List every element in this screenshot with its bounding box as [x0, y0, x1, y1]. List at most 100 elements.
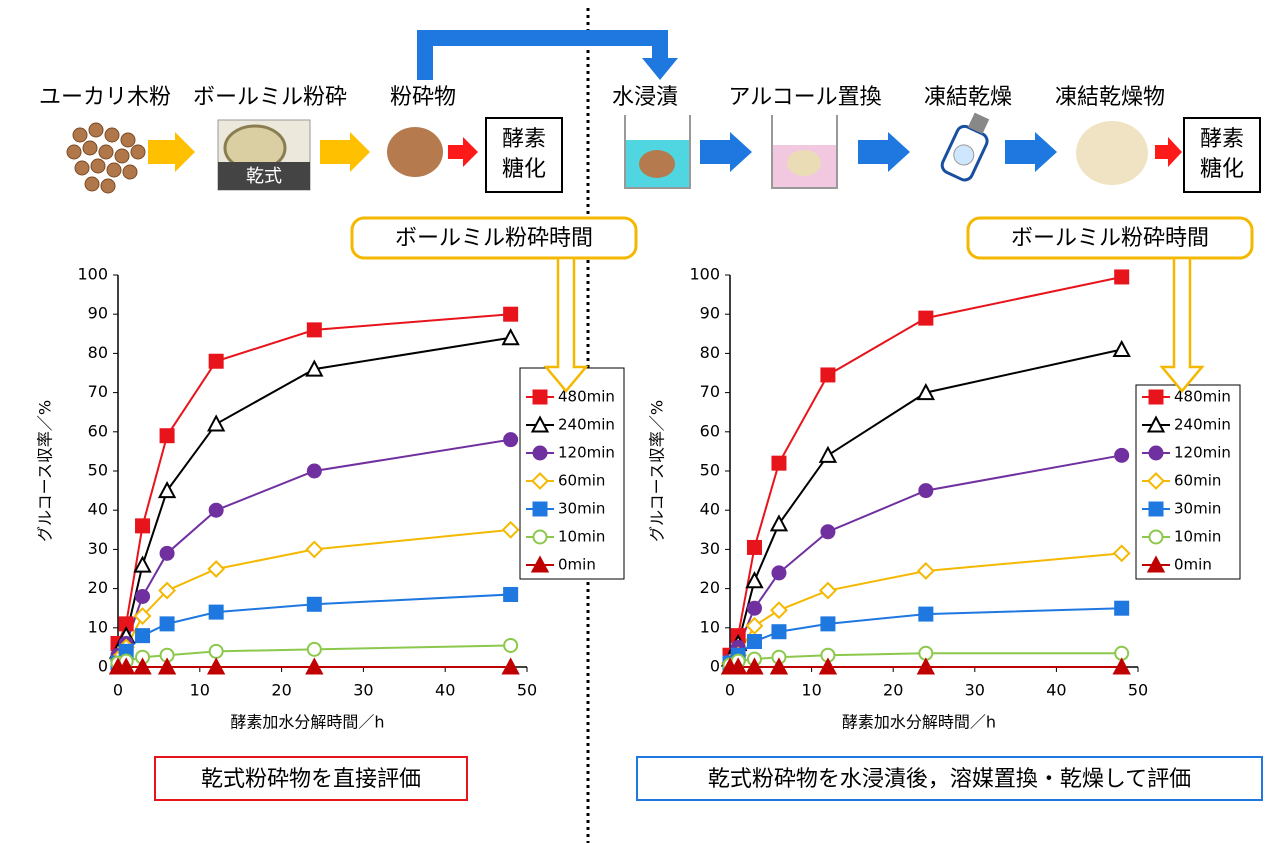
beaker — [624, 115, 691, 189]
marker — [820, 367, 836, 383]
marker — [918, 310, 934, 326]
marker — [530, 415, 550, 433]
legend-label: 30min — [1174, 500, 1221, 518]
arrow — [700, 132, 752, 172]
x-tick-label: 10 — [190, 681, 210, 700]
marker — [306, 322, 322, 338]
marker — [745, 571, 764, 589]
y-axis-label: グルコース収率／% — [648, 400, 667, 542]
sample — [787, 150, 821, 176]
saccharification-box — [485, 117, 563, 193]
y-tick-label: 0 — [98, 657, 108, 676]
annotation: ボールミル粉砕時間 — [1011, 226, 1209, 251]
marker — [305, 657, 324, 675]
y-tick-label: 100 — [689, 265, 720, 284]
beaker — [771, 115, 838, 189]
marker — [532, 445, 548, 461]
step-label: ボールミル粉砕 — [193, 85, 347, 110]
marker — [208, 643, 224, 659]
marker — [1114, 600, 1130, 616]
marker — [135, 628, 151, 644]
arrow — [320, 132, 370, 172]
marker — [918, 483, 934, 499]
bracket-head — [642, 58, 678, 80]
y-tick-label: 40 — [700, 500, 720, 519]
y-tick-label: 90 — [700, 304, 720, 323]
wood-powder — [66, 122, 146, 194]
caption: 乾式粉砕物を水浸漬後，溶媒置換・乾燥して評価 — [708, 767, 1191, 792]
marker — [206, 657, 226, 675]
legend-label: 30min — [558, 500, 605, 518]
y-tick-label: 80 — [700, 343, 720, 362]
marker — [530, 555, 550, 573]
marker — [305, 540, 324, 559]
marker — [728, 657, 748, 675]
legend-label: 60min — [558, 472, 605, 490]
marker — [306, 641, 322, 657]
milled-powder — [387, 127, 443, 177]
arrow — [858, 132, 910, 172]
marker — [208, 353, 224, 369]
y-axis-label: グルコース収率／% — [36, 400, 55, 542]
x-tick-label: 40 — [1046, 681, 1066, 700]
x-tick-label: 30 — [965, 681, 985, 700]
arrow — [1155, 137, 1182, 167]
marker — [746, 539, 762, 555]
marker — [135, 518, 151, 534]
annotation-arrow — [1159, 256, 1205, 393]
marker — [916, 382, 936, 401]
y-tick-label: 40 — [88, 500, 108, 519]
step-label: ユーカリ木粉 — [39, 85, 171, 110]
y-tick-label: 90 — [88, 304, 108, 323]
marker — [532, 501, 548, 517]
y-tick-label: 50 — [88, 461, 108, 480]
marker — [159, 616, 175, 632]
box-text: 酵素 — [1200, 127, 1244, 152]
marker — [1148, 529, 1164, 545]
caption-box — [636, 756, 1263, 801]
x-axis-label: 酵素加水分解時間／h — [230, 713, 384, 732]
caption-box — [154, 756, 468, 801]
marker — [1112, 544, 1131, 563]
legend-label: 120min — [1174, 444, 1231, 462]
box-text: 糖化 — [502, 157, 546, 182]
y-tick-label: 70 — [700, 382, 720, 401]
marker — [818, 445, 838, 463]
marker — [1112, 339, 1131, 357]
marker — [532, 389, 548, 405]
marker — [746, 634, 762, 650]
dried-product — [1076, 121, 1148, 185]
marker — [503, 586, 519, 602]
marker — [1148, 445, 1164, 461]
y-tick-label: 70 — [88, 382, 108, 401]
marker — [1146, 555, 1166, 573]
x-axis-label: 酵素加水分解時間／h — [842, 713, 996, 732]
legend-label: 0min — [558, 556, 596, 574]
marker — [1147, 472, 1165, 490]
marker — [1146, 415, 1166, 433]
marker — [916, 562, 935, 580]
marker — [1148, 389, 1164, 405]
y-tick-label: 60 — [88, 421, 108, 440]
step-label: 凍結乾燥物 — [1055, 85, 1165, 110]
step-label: 凍結乾燥 — [924, 85, 1012, 110]
arrow — [448, 137, 478, 167]
legend-label: 10min — [1174, 528, 1221, 546]
y-tick-label: 20 — [88, 578, 108, 597]
x-tick-label: 30 — [353, 681, 373, 700]
bracket — [417, 30, 668, 80]
step-label: 粉砕物 — [390, 85, 456, 110]
marker — [746, 600, 762, 616]
marker — [819, 581, 837, 600]
marker — [531, 472, 549, 490]
legend-label: 240min — [558, 416, 615, 434]
y-tick-label: 10 — [700, 617, 720, 636]
mill-base — [218, 162, 310, 190]
marker — [501, 657, 520, 675]
marker — [159, 428, 175, 444]
legend-label: 120min — [558, 444, 615, 462]
marker — [157, 657, 177, 675]
marker — [771, 624, 787, 640]
marker — [503, 306, 519, 322]
